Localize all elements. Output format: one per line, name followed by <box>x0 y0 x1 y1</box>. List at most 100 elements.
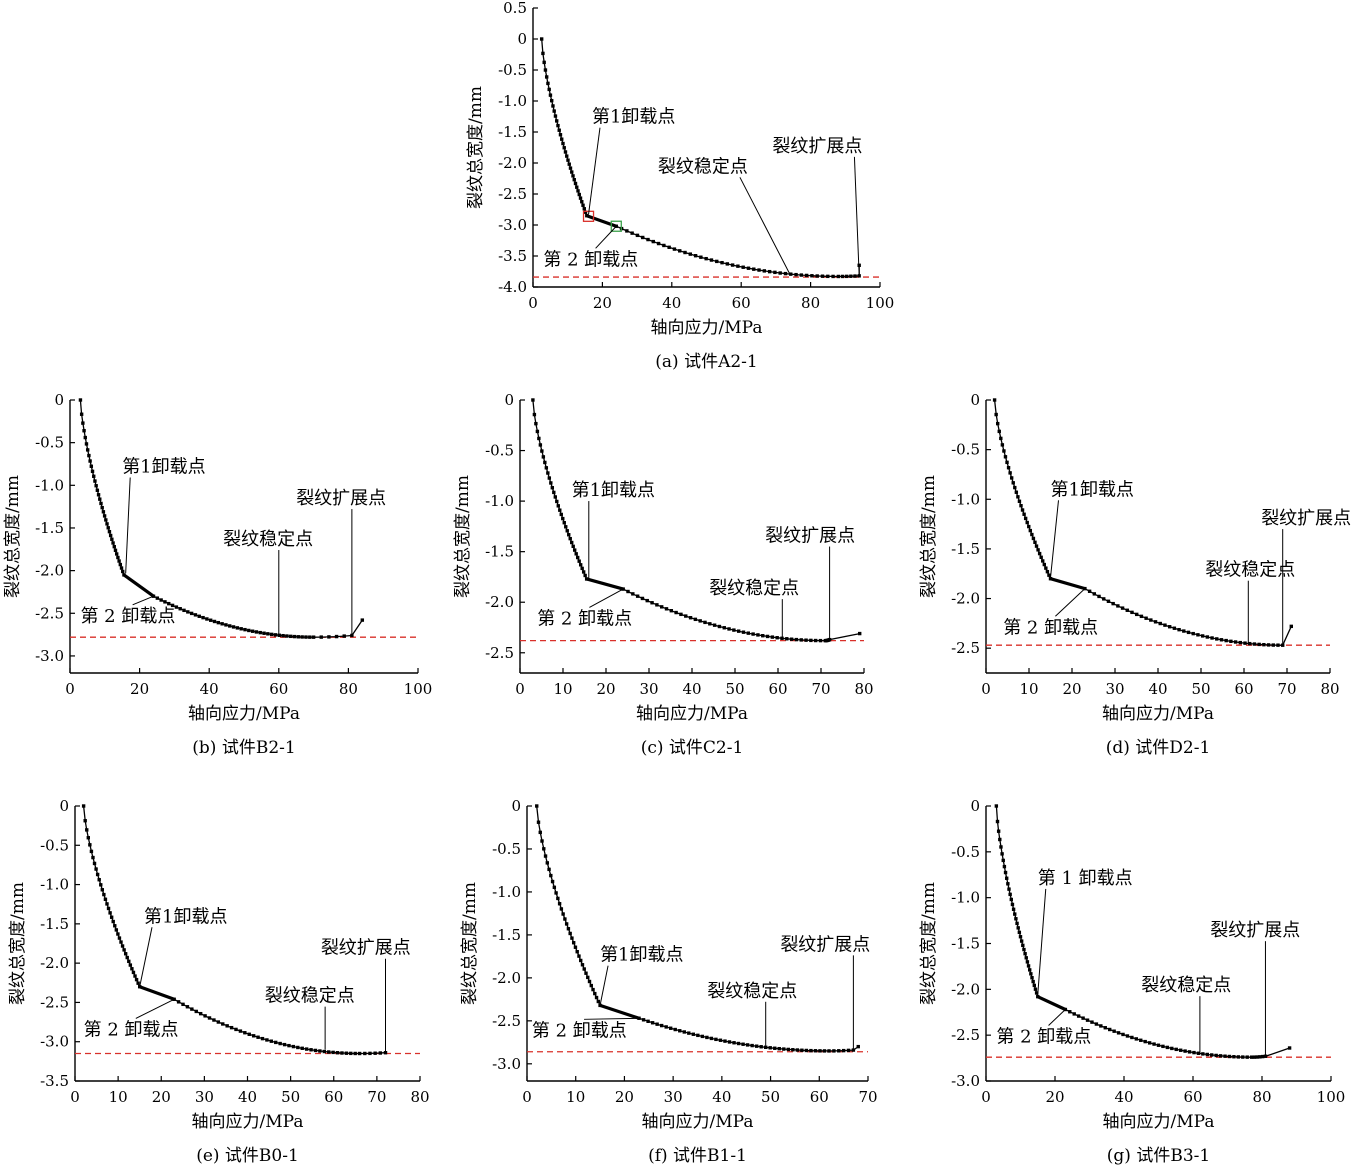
data-point <box>581 203 585 207</box>
x-tick-label: 0 <box>522 1088 532 1106</box>
data-point <box>102 892 106 897</box>
annotation-leader <box>1037 888 1047 995</box>
data-point <box>559 907 564 911</box>
unloading-segment <box>586 577 624 591</box>
data-point <box>1019 939 1024 943</box>
data-point <box>662 243 666 248</box>
y-tick-label: -1.5 <box>951 540 980 558</box>
y-tick-label: -1.5 <box>951 935 980 953</box>
data-point <box>561 912 565 916</box>
data-point <box>741 1042 745 1046</box>
data-point <box>1005 460 1009 465</box>
data-point <box>635 233 640 238</box>
data-point <box>1139 1038 1143 1042</box>
data-point <box>274 1040 278 1045</box>
data-point <box>1205 635 1210 639</box>
data-point <box>762 269 767 273</box>
data-point <box>1205 1052 1209 1057</box>
y-tick-label: -3.0 <box>40 1033 69 1051</box>
data-point <box>625 229 629 233</box>
data-point <box>708 622 712 626</box>
data-point <box>363 1051 367 1056</box>
data-point <box>243 1031 247 1035</box>
data-point <box>543 854 548 858</box>
data-point <box>535 804 539 808</box>
y-tick-label: -3.5 <box>40 1072 69 1090</box>
data-point <box>1139 614 1144 619</box>
data-point <box>1011 481 1015 485</box>
annotation-label: 裂纹扩展点 <box>1261 508 1351 529</box>
y-tick-label: -3.0 <box>951 1072 980 1090</box>
data-point <box>696 1033 700 1038</box>
data-point <box>727 627 731 631</box>
data-point <box>125 955 129 960</box>
data-point <box>110 537 114 541</box>
data-point <box>725 262 730 266</box>
data-point <box>804 638 808 642</box>
data-point <box>783 271 788 276</box>
y-tick-label: -2.0 <box>951 590 980 608</box>
x-tick-label: 80 <box>410 1088 429 1106</box>
x-tick-label: 60 <box>768 680 787 698</box>
data-point <box>189 611 194 616</box>
annotation-leader <box>1050 500 1059 578</box>
data-point <box>81 804 86 808</box>
data-point <box>1186 630 1191 635</box>
data-point <box>714 1037 718 1042</box>
data-point <box>570 540 574 545</box>
data-point <box>1027 524 1031 529</box>
data-point <box>1031 979 1035 984</box>
data-point <box>773 1046 777 1050</box>
data-point <box>849 274 853 278</box>
x-tick-label: 20 <box>615 1088 634 1106</box>
data-point <box>1232 1055 1236 1059</box>
y-tick-label: -2.5 <box>951 639 980 657</box>
data-point <box>1008 471 1012 475</box>
data-point <box>243 627 247 632</box>
data-point <box>709 258 714 262</box>
data-point <box>822 1049 827 1053</box>
data-point <box>265 1038 269 1042</box>
data-point <box>751 632 755 636</box>
data-point <box>1063 1007 1068 1012</box>
data-point <box>186 610 190 614</box>
data-point <box>538 830 542 835</box>
data-point <box>103 897 108 901</box>
data-point <box>736 629 741 633</box>
x-tick-label: 60 <box>1183 1088 1202 1106</box>
data-point <box>1076 1014 1081 1018</box>
data-point <box>804 1048 809 1053</box>
data-point <box>91 855 95 860</box>
data-point <box>1223 1054 1227 1058</box>
data-point <box>703 620 707 625</box>
data-point <box>582 967 586 971</box>
data-point <box>746 266 751 270</box>
data-point <box>342 634 346 638</box>
data-point <box>1257 642 1261 647</box>
data-point <box>104 518 108 522</box>
data-point <box>992 398 997 402</box>
x-tick-label: 20 <box>152 1088 171 1106</box>
y-tick-label: -1.5 <box>40 915 69 933</box>
data-point <box>1023 952 1027 956</box>
y-tick-label: -1.0 <box>485 492 514 510</box>
data-point <box>568 166 573 170</box>
x-tick-label: 70 <box>811 680 830 698</box>
data-point <box>712 623 717 627</box>
y-tick-label: -1.0 <box>40 876 69 894</box>
data-point <box>313 1048 318 1053</box>
data-point <box>107 529 112 534</box>
data-point <box>1161 1044 1165 1049</box>
data-point <box>258 630 262 635</box>
data-point <box>693 254 698 258</box>
annotation-leader <box>589 588 624 608</box>
annotation-label: 第1卸载点 <box>600 945 683 966</box>
data-point <box>88 459 92 463</box>
data-point <box>646 237 650 242</box>
data-point <box>256 1035 260 1039</box>
data-point <box>683 250 687 255</box>
data-point <box>1241 1055 1245 1059</box>
data-point <box>285 634 289 638</box>
data-point <box>550 486 555 490</box>
data-point <box>1218 1054 1223 1058</box>
